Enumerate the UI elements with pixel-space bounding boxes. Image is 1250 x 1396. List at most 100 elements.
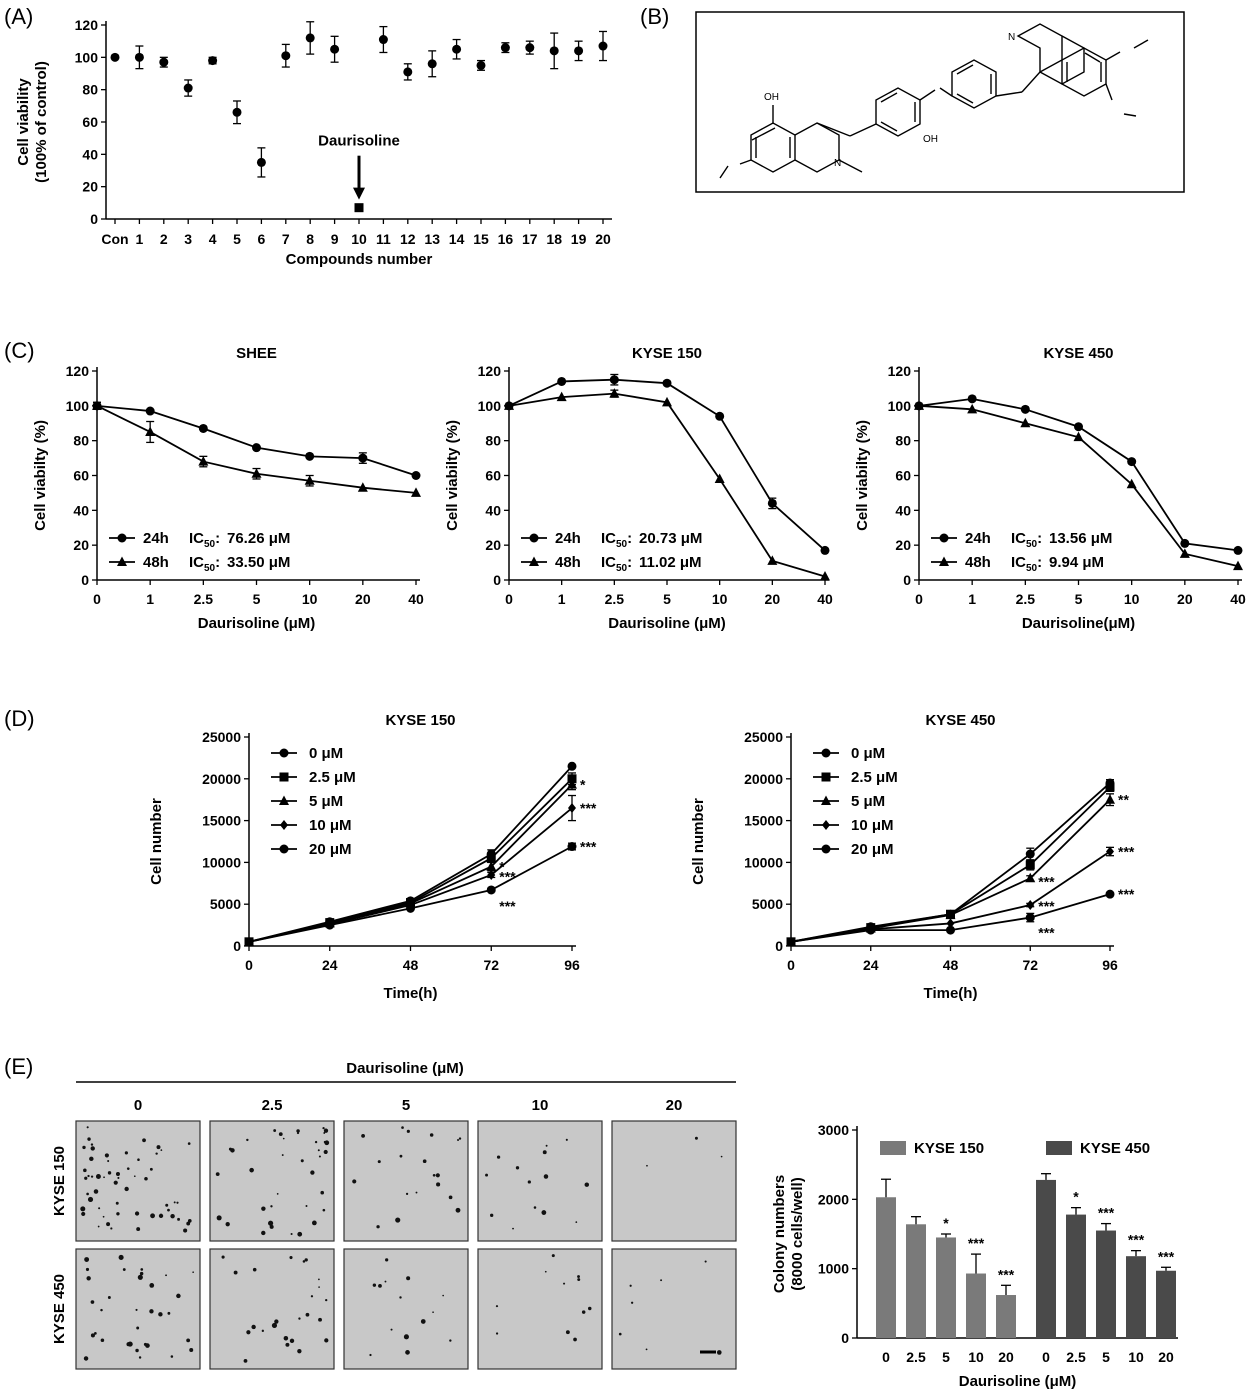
legend-ic50-label: IC50: — [189, 530, 220, 550]
x-tick-label: 40 — [817, 591, 833, 607]
colony-dot — [253, 1327, 256, 1330]
legend-ic50-value: 13.56 μM — [1049, 530, 1112, 547]
y-tick-label: 100 — [75, 49, 99, 65]
colony-dot — [138, 1356, 142, 1359]
legend-label: 5 μM — [309, 793, 343, 810]
y-axis-title: Cell number — [148, 798, 165, 885]
colony-dot — [323, 1128, 329, 1133]
colony-dot — [296, 1132, 300, 1135]
data-point — [145, 406, 155, 416]
data-point — [1025, 860, 1035, 870]
colony-dot — [84, 1176, 88, 1180]
x-axis-title: Daurisoline (μM) — [959, 1373, 1077, 1390]
significance-label: *** — [1038, 898, 1055, 914]
y-axis-title: Cell viabilty (%) — [32, 420, 49, 531]
colony-dot — [324, 1140, 330, 1146]
x-tick-label: 2.5 — [194, 591, 214, 607]
colony-dot — [156, 1145, 161, 1150]
data-point — [504, 400, 514, 410]
data-point — [714, 473, 725, 483]
significance-label: * — [499, 859, 505, 875]
bar — [906, 1224, 926, 1338]
y-tick-label: 20 — [73, 537, 89, 553]
colony-dot — [118, 1254, 124, 1260]
colony-dot — [107, 1296, 111, 1299]
x-tick-label: 40 — [1230, 591, 1246, 607]
x-tick-label: 10 — [968, 1349, 984, 1365]
colony-dot — [577, 1275, 580, 1278]
legend-label: 0 μM — [309, 745, 343, 762]
panel-label-c: (C) — [4, 338, 35, 363]
colony-dot — [405, 1350, 410, 1355]
colony-dot — [283, 1335, 289, 1341]
colony-dot — [449, 1339, 452, 1342]
y-tick-label: 5000 — [210, 896, 241, 912]
y-tick-label: 0 — [903, 572, 911, 588]
significance-label: * — [1073, 1189, 1079, 1205]
colony-dot — [165, 1274, 167, 1277]
colony-dot — [167, 1311, 171, 1315]
colony-dot — [289, 1255, 293, 1260]
colony-row-label: KYSE 150 — [51, 1146, 68, 1216]
series-line — [248, 778, 573, 943]
colony-dot — [127, 1341, 133, 1347]
colony-dot — [704, 1260, 707, 1263]
bar — [936, 1237, 956, 1338]
colony-dot — [544, 1270, 547, 1273]
y-tick-label: 20 — [895, 537, 911, 553]
data-point — [252, 443, 261, 453]
bar — [966, 1273, 986, 1338]
y-tick-label: 100 — [66, 398, 90, 414]
x-tick-label: 2 — [160, 231, 168, 247]
data-point — [251, 468, 262, 478]
data-point — [1126, 478, 1137, 489]
legend-marker — [117, 556, 127, 566]
colony-dot — [134, 1211, 140, 1216]
data-point — [1180, 538, 1190, 548]
x-tick-label: 19 — [571, 231, 587, 247]
data-point — [1105, 889, 1115, 899]
panel-label-a: (A) — [4, 4, 33, 29]
colony-dot — [107, 1171, 112, 1175]
x-tick-label: 0 — [245, 957, 253, 973]
data-point — [427, 59, 437, 69]
legend-label: 24h — [965, 530, 991, 547]
colony-dot — [310, 1170, 315, 1175]
legend-marker — [821, 772, 831, 782]
data-point — [358, 453, 368, 463]
data-point — [198, 423, 208, 433]
colony-dot — [136, 1326, 140, 1330]
x-tick-label: 20 — [765, 591, 781, 607]
data-point — [183, 83, 193, 93]
y-tick-label: 60 — [73, 468, 89, 484]
bar — [1156, 1270, 1176, 1338]
colony-dot — [149, 1283, 155, 1288]
data-point — [500, 43, 510, 53]
colony-image — [477, 1248, 603, 1370]
x-axis-title: Daurisoline (μM) — [198, 615, 316, 632]
y-axis-title: Cell viabilty (%) — [444, 420, 461, 531]
data-point — [476, 60, 486, 70]
x-tick-label: 9 — [331, 231, 339, 247]
colony-dot — [271, 1322, 278, 1329]
colony-dot — [170, 1355, 174, 1358]
colony-dot — [113, 1180, 118, 1185]
legend-label: 10 μM — [309, 817, 352, 834]
legend-label: KYSE 450 — [1080, 1140, 1150, 1157]
colony-dot — [137, 1158, 140, 1161]
y-tick-label: 120 — [478, 363, 502, 379]
colony-dot — [378, 1284, 382, 1288]
x-axis-title: Daurisoline (μM) — [608, 615, 726, 632]
colony-dot — [89, 1156, 94, 1162]
data-point — [325, 920, 335, 930]
series-line — [248, 765, 573, 943]
colony-dot — [150, 1213, 155, 1219]
colony-dot — [541, 1210, 547, 1215]
data-point — [330, 44, 340, 54]
y-axis-title: Colony numbers(8000 cells/well) — [771, 1175, 806, 1293]
colony-dot — [95, 1174, 101, 1179]
x-tick-label: 5 — [233, 231, 241, 247]
legend-label: 20 μM — [851, 841, 894, 858]
data-point — [767, 555, 778, 565]
colony-dot — [233, 1270, 238, 1275]
